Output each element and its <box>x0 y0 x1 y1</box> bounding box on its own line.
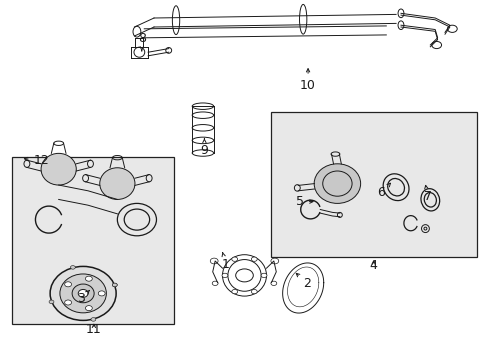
Ellipse shape <box>50 266 116 320</box>
Ellipse shape <box>41 153 76 185</box>
Text: 12: 12 <box>24 154 49 167</box>
Ellipse shape <box>222 255 266 296</box>
Text: 7: 7 <box>423 185 431 203</box>
Circle shape <box>231 257 237 261</box>
Text: 11: 11 <box>86 323 102 336</box>
Text: 1: 1 <box>222 253 229 271</box>
Circle shape <box>64 282 71 287</box>
Text: 3: 3 <box>77 291 89 305</box>
Ellipse shape <box>100 168 135 199</box>
Circle shape <box>85 276 92 281</box>
Text: 10: 10 <box>300 69 315 92</box>
Ellipse shape <box>78 289 88 297</box>
Circle shape <box>70 266 75 269</box>
Circle shape <box>251 257 257 261</box>
Circle shape <box>251 289 257 294</box>
Circle shape <box>85 306 92 311</box>
Ellipse shape <box>313 164 360 203</box>
Circle shape <box>112 283 117 287</box>
Circle shape <box>64 300 71 305</box>
Bar <box>12 157 173 324</box>
Text: 9: 9 <box>200 138 208 157</box>
Text: 8: 8 <box>138 32 145 51</box>
Circle shape <box>112 283 117 287</box>
Circle shape <box>98 291 105 296</box>
Text: 2: 2 <box>296 273 310 290</box>
Bar <box>271 112 476 257</box>
Text: 6: 6 <box>377 183 390 199</box>
Text: 4: 4 <box>369 259 377 272</box>
Ellipse shape <box>60 274 106 313</box>
Circle shape <box>231 289 237 294</box>
Ellipse shape <box>72 284 94 303</box>
Circle shape <box>222 273 227 278</box>
Circle shape <box>49 300 54 303</box>
Circle shape <box>91 318 96 321</box>
Text: 5: 5 <box>295 195 312 208</box>
Circle shape <box>261 273 266 278</box>
